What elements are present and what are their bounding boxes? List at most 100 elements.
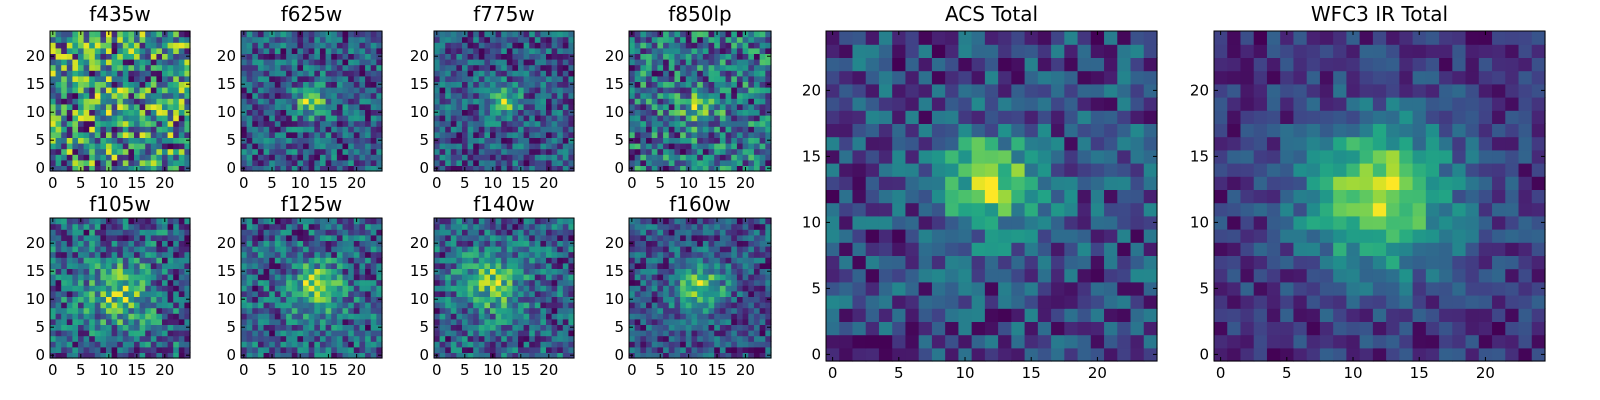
heatmap-cell bbox=[708, 36, 715, 43]
heatmap-cell bbox=[331, 313, 338, 320]
heatmap-cell bbox=[241, 159, 248, 166]
heatmap-cell bbox=[66, 251, 73, 258]
heatmap-cell bbox=[117, 268, 124, 275]
heatmap-cell bbox=[551, 251, 558, 258]
heatmap-cell bbox=[342, 36, 349, 43]
heatmap-cell bbox=[680, 31, 687, 38]
heatmap-cell bbox=[685, 159, 693, 166]
heatmap-cell bbox=[89, 126, 96, 133]
heatmap-cell bbox=[445, 59, 452, 66]
heatmap-cell bbox=[178, 143, 185, 150]
heatmap-cell bbox=[348, 42, 355, 49]
heatmap-cell bbox=[122, 251, 129, 258]
heatmap-cell bbox=[719, 59, 727, 66]
heatmap-cell bbox=[156, 92, 163, 99]
heatmap-cell bbox=[506, 318, 513, 325]
heatmap-cell bbox=[568, 234, 575, 241]
heatmap-cell bbox=[55, 251, 62, 258]
heatmap-cell bbox=[557, 307, 564, 314]
heatmap-cell bbox=[274, 223, 282, 230]
heatmap-cell bbox=[252, 234, 259, 241]
x-tick-label: 20 bbox=[347, 174, 366, 192]
heatmap-cell bbox=[128, 229, 135, 236]
heatmap-cell bbox=[445, 240, 452, 247]
heatmap-cell bbox=[506, 324, 513, 331]
heatmap-cell bbox=[61, 257, 68, 264]
heatmap-cell bbox=[241, 36, 248, 43]
heatmap-cell bbox=[651, 47, 658, 54]
heatmap-cell bbox=[557, 36, 564, 43]
heatmap-cell bbox=[263, 109, 270, 116]
heatmap-cell bbox=[128, 75, 135, 82]
heatmap-cell bbox=[241, 246, 248, 253]
heatmap-cell bbox=[55, 257, 62, 264]
heatmap-cell bbox=[370, 64, 377, 71]
heatmap-cell bbox=[365, 31, 372, 38]
heatmap-cell bbox=[122, 223, 129, 230]
heatmap-cell bbox=[156, 109, 163, 116]
heatmap-cell bbox=[241, 335, 248, 342]
heatmap-cell bbox=[365, 346, 372, 353]
heatmap-cell bbox=[257, 42, 265, 49]
heatmap-cell bbox=[376, 143, 383, 150]
heatmap-cell bbox=[490, 302, 497, 309]
heatmap-cell bbox=[308, 302, 315, 309]
heatmap-cell bbox=[540, 81, 547, 88]
heatmap-cell bbox=[257, 148, 265, 155]
heatmap-cell bbox=[725, 131, 732, 138]
heatmap-cell bbox=[100, 346, 107, 353]
heatmap-cell bbox=[150, 274, 157, 281]
heatmap-cell bbox=[708, 330, 715, 337]
heatmap-cell bbox=[495, 268, 502, 275]
heatmap-cell bbox=[640, 31, 647, 38]
heatmap-cell bbox=[280, 120, 287, 127]
heatmap-cell bbox=[78, 92, 85, 99]
heatmap-cell bbox=[753, 346, 761, 353]
heatmap-cell bbox=[646, 53, 653, 60]
heatmap-cell bbox=[478, 120, 485, 127]
heatmap-cell bbox=[512, 274, 519, 281]
heatmap-cell bbox=[467, 159, 474, 166]
heatmap-cell bbox=[634, 126, 641, 133]
heatmap-cell bbox=[456, 285, 463, 292]
heatmap-cell bbox=[111, 279, 118, 286]
heatmap-cell bbox=[184, 223, 191, 230]
heatmap-cell bbox=[467, 330, 474, 337]
heatmap-cell bbox=[473, 165, 480, 172]
heatmap-cell bbox=[342, 59, 349, 66]
heatmap-cell bbox=[445, 307, 452, 314]
heatmap-cell bbox=[495, 120, 502, 127]
heatmap-cell bbox=[336, 120, 344, 127]
heatmap-cell bbox=[714, 296, 721, 303]
heatmap-cell bbox=[55, 318, 62, 325]
heatmap-cell bbox=[150, 285, 157, 292]
heatmap-cell bbox=[506, 262, 513, 269]
heatmap-cell bbox=[274, 98, 282, 105]
heatmap-cell bbox=[657, 42, 664, 49]
heatmap-cell bbox=[518, 59, 525, 66]
heatmap-cell bbox=[495, 59, 502, 66]
heatmap-cell bbox=[634, 36, 641, 43]
heatmap-cell bbox=[685, 53, 693, 60]
heatmap-cell bbox=[725, 279, 732, 286]
heatmap-cell bbox=[308, 154, 315, 161]
heatmap-cell bbox=[359, 53, 366, 60]
heatmap-cell bbox=[100, 229, 107, 236]
heatmap-cell bbox=[61, 335, 68, 342]
heatmap-cell bbox=[269, 313, 276, 320]
heatmap-cell bbox=[370, 218, 377, 225]
heatmap-cell bbox=[100, 352, 107, 359]
heatmap-cell bbox=[697, 352, 704, 359]
heatmap-cell bbox=[765, 70, 772, 77]
heatmap-cell bbox=[134, 53, 141, 60]
heatmap-cell bbox=[365, 302, 372, 309]
heatmap-cell bbox=[484, 302, 491, 309]
heatmap-cell bbox=[319, 257, 327, 264]
heatmap-cell bbox=[634, 120, 641, 127]
heatmap-cell bbox=[529, 126, 536, 133]
heatmap-cell bbox=[434, 246, 441, 253]
heatmap-cell bbox=[748, 53, 755, 60]
heatmap-cell bbox=[512, 159, 519, 166]
heatmap-cell bbox=[269, 268, 276, 275]
heatmap-cell bbox=[714, 126, 721, 133]
